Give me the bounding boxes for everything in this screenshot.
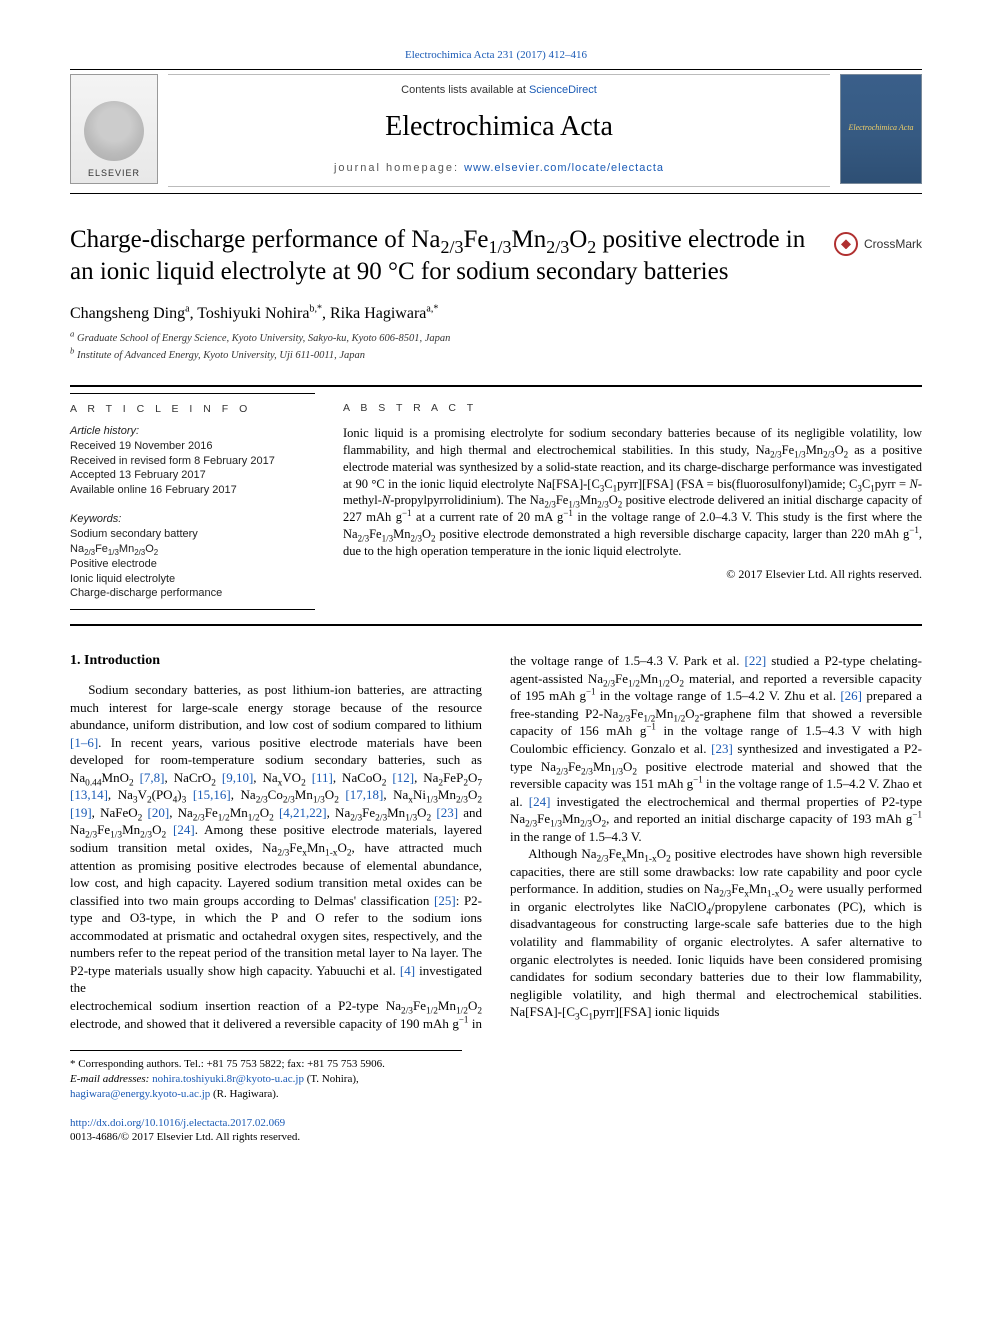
publisher-logo: ELSEVIER [70, 74, 158, 184]
article-title: Charge-discharge performance of Na2/3Fe1… [70, 224, 822, 287]
affiliation-a: a Graduate School of Energy Science, Kyo… [70, 332, 922, 346]
keyword-4: Ionic liquid electrolyte [70, 572, 315, 587]
corresponding-footnote: * Corresponding authors. Tel.: +81 75 75… [70, 1050, 462, 1102]
keyword-1: Sodium secondary battery [70, 527, 315, 542]
history-received: Received 19 November 2016 [70, 439, 315, 454]
contents-line: Contents lists available at ScienceDirec… [174, 83, 824, 98]
email-nohira[interactable]: nohira.toshiyuki.8r@kyoto-u.ac.jp [152, 1073, 304, 1085]
doi-line: http://dx.doi.org/10.1016/j.electacta.20… [70, 1116, 922, 1131]
keyword-5: Charge-discharge performance [70, 586, 315, 601]
intro-para-1: Sodium secondary batteries, as post lith… [70, 681, 482, 997]
email-hagiwara-who: (R. Hagiwara) [213, 1088, 276, 1100]
affiliation-b: b Institute of Advanced Energy, Kyoto Un… [70, 349, 922, 363]
rule-masthead-bottom [70, 193, 922, 194]
article-history-label: Article history: [70, 424, 315, 439]
body-columns: 1. Introduction Sodium secondary batteri… [70, 652, 922, 1032]
email-nohira-who: (T. Nohira) [307, 1073, 356, 1085]
crossmark-label: CrossMark [864, 236, 922, 252]
elsevier-tree-icon [84, 101, 144, 161]
rule-above-info [70, 385, 922, 387]
masthead-center: Contents lists available at ScienceDirec… [168, 74, 830, 187]
doi-link[interactable]: http://dx.doi.org/10.1016/j.electacta.20… [70, 1117, 285, 1129]
section-intro-heading: 1. Introduction [70, 652, 482, 671]
abstract-box: A B S T R A C T Ionic liquid is a promis… [343, 393, 922, 610]
history-accepted: Accepted 13 February 2017 [70, 468, 315, 483]
keyword-2: Na2/3Fe1/3Mn2/3O2 [70, 542, 315, 557]
sciencedirect-link[interactable]: ScienceDirect [529, 84, 597, 96]
abstract-copyright: © 2017 Elsevier Ltd. All rights reserved… [343, 566, 922, 582]
running-header: Electrochimica Acta 231 (2017) 412–416 [70, 48, 922, 63]
contents-line-pre: Contents lists available at [401, 84, 529, 96]
rule-top [70, 69, 922, 70]
keywords-label: Keywords: [70, 512, 315, 527]
author-list: Changsheng Dinga, Toshiyuki Nohirab,*, R… [70, 303, 922, 325]
article-info-heading: A R T I C L E I N F O [70, 402, 315, 416]
corresponding-text: * Corresponding authors. Tel.: +81 75 75… [70, 1057, 462, 1072]
keyword-3: Positive electrode [70, 557, 315, 572]
rule-below-abstract [70, 624, 922, 626]
article-info-box: A R T I C L E I N F O Article history: R… [70, 393, 315, 610]
journal-title: Electrochimica Acta [174, 108, 824, 146]
crossmark-icon [834, 232, 858, 256]
affiliations: a Graduate School of Energy Science, Kyo… [70, 332, 922, 362]
emails-label: E-mail addresses: [70, 1073, 149, 1085]
crossmark-badge[interactable]: CrossMark [834, 224, 922, 256]
abstract-text: Ionic liquid is a promising electrolyte … [343, 425, 922, 560]
cover-thumb-label: Electrochimica Acta [848, 123, 913, 134]
homepage-label: journal homepage: [334, 162, 464, 174]
publisher-name: ELSEVIER [88, 167, 140, 179]
journal-homepage: journal homepage: www.elsevier.com/locat… [174, 161, 824, 176]
journal-cover-thumb: Electrochimica Acta [840, 74, 922, 184]
history-revised: Received in revised form 8 February 2017 [70, 454, 315, 469]
history-online: Available online 16 February 2017 [70, 483, 315, 498]
abstract-heading: A B S T R A C T [343, 401, 922, 415]
issn-line: 0013-4686/© 2017 Elsevier Ltd. All right… [70, 1130, 922, 1145]
intro-para-3: Although Na2/3FexMn1-xO2 positive electr… [510, 845, 922, 1020]
email-hagiwara[interactable]: hagiwara@energy.kyoto-u.ac.jp [70, 1088, 210, 1100]
homepage-link[interactable]: www.elsevier.com/locate/electacta [464, 162, 664, 174]
masthead: ELSEVIER Contents lists available at Sci… [70, 74, 922, 187]
